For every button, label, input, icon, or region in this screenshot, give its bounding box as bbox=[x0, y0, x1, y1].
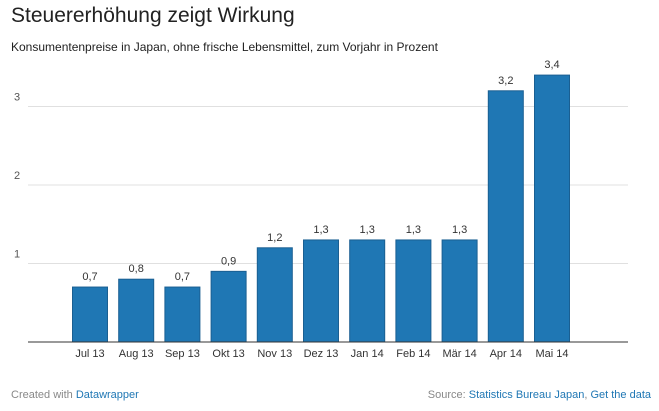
x-tick-label: Nov 13 bbox=[257, 348, 292, 360]
bar[interactable] bbox=[164, 286, 201, 343]
bar[interactable] bbox=[534, 74, 570, 343]
bar-value-label: 1,3 bbox=[406, 224, 421, 236]
y-tick-label: 3 bbox=[14, 92, 20, 104]
x-tick-label: Jan 14 bbox=[351, 348, 384, 360]
bar-value-label: 1,2 bbox=[267, 232, 282, 244]
source-link[interactable]: Statistics Bureau Japan bbox=[468, 389, 585, 401]
bar-value-label: 3,4 bbox=[544, 59, 559, 71]
y-tick-label: 2 bbox=[14, 170, 20, 182]
chart-title: Steuererhöhung zeigt Wirkung bbox=[11, 4, 295, 27]
get-data-link[interactable]: Get the data bbox=[590, 389, 651, 401]
source-prefix: Source: bbox=[427, 389, 466, 401]
bar[interactable] bbox=[256, 247, 293, 343]
bar[interactable] bbox=[72, 286, 108, 343]
bar[interactable] bbox=[441, 239, 478, 343]
credit-prefix: Created with bbox=[11, 389, 73, 401]
bar-value-label: 1,3 bbox=[360, 224, 375, 236]
bar-chart: 1 2 3 0,7 Jul 13 0,8 Aug 13 0,7 Sep 13 0,9 Okt 13 1… bbox=[14, 59, 628, 360]
bar[interactable] bbox=[210, 270, 247, 343]
x-tick-label: Feb 14 bbox=[396, 348, 430, 360]
x-tick-label: Dez 13 bbox=[304, 348, 339, 360]
x-tick-label: Jul 13 bbox=[75, 348, 104, 360]
bar-value-label: 3,2 bbox=[498, 75, 513, 87]
bar-value-label: 1,3 bbox=[452, 224, 467, 236]
bar[interactable] bbox=[303, 239, 339, 343]
bar[interactable] bbox=[349, 239, 386, 343]
bar[interactable] bbox=[487, 90, 524, 343]
bar-value-label: 0,8 bbox=[129, 263, 144, 275]
bar[interactable] bbox=[118, 278, 155, 343]
x-tick-label: Okt 13 bbox=[212, 348, 244, 360]
footer-source: Source: Statistics Bureau Japan, Get the… bbox=[428, 389, 651, 401]
x-tick-label: Sep 13 bbox=[165, 348, 200, 360]
x-tick-label: Apr 14 bbox=[490, 348, 522, 360]
bar-value-label: 0,7 bbox=[175, 271, 190, 283]
x-tick-label: Aug 13 bbox=[119, 348, 154, 360]
bar-value-label: 0,7 bbox=[82, 271, 97, 283]
x-tick-label: Mär 14 bbox=[442, 348, 476, 360]
chart-subtitle: Konsumentenpreise in Japan, ohne frische… bbox=[11, 40, 438, 54]
y-tick-label: 1 bbox=[14, 249, 20, 261]
bar-value-label: 1,3 bbox=[313, 224, 328, 236]
source-separator: , bbox=[584, 389, 588, 401]
bar[interactable] bbox=[395, 239, 432, 343]
datawrapper-link[interactable]: Datawrapper bbox=[75, 389, 139, 401]
footer-credit: Created with Datawrapper bbox=[11, 389, 139, 401]
bar-value-label: 0,9 bbox=[221, 255, 236, 267]
x-tick-label: Mai 14 bbox=[535, 348, 568, 360]
